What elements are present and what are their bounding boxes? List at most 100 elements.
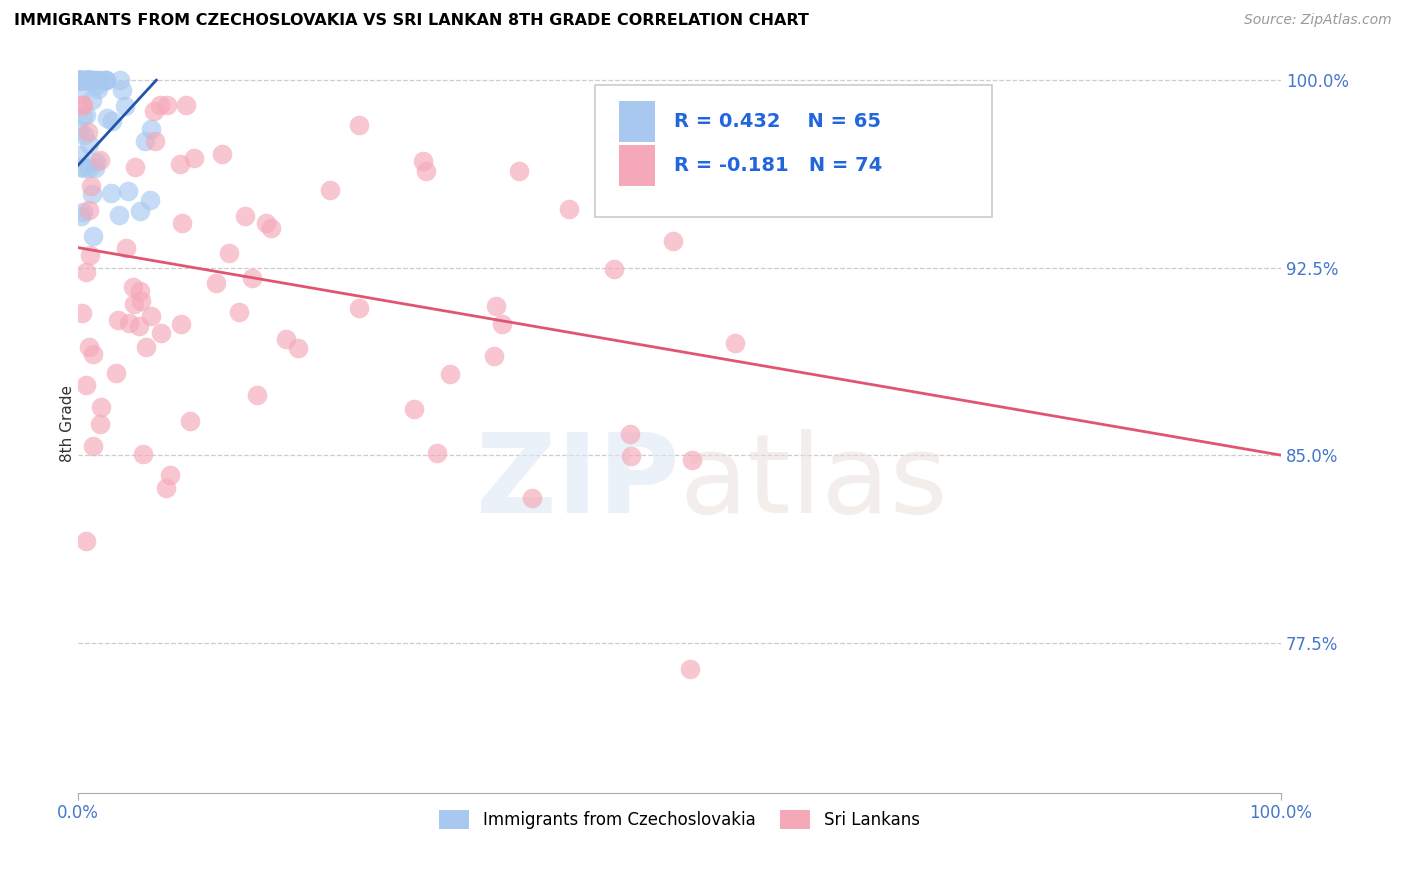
Point	[128, 284, 150, 298]
Point	[603, 262, 626, 277]
Point	[155, 481, 177, 495]
Point	[77, 73, 100, 87]
Point	[82, 93, 104, 107]
Point	[80, 73, 103, 87]
Point	[67, 73, 90, 87]
Point	[174, 98, 197, 112]
Point	[76, 73, 98, 87]
Point	[72, 73, 94, 87]
Point	[70, 73, 93, 87]
Point	[75, 73, 97, 87]
Point	[96, 73, 118, 87]
Point	[287, 341, 309, 355]
Point	[218, 246, 240, 260]
Point	[86, 78, 108, 92]
Point	[72, 98, 94, 112]
Point	[110, 73, 132, 87]
Point	[73, 128, 96, 142]
Point	[77, 137, 100, 152]
Point	[149, 326, 172, 340]
Point	[69, 73, 91, 87]
Point	[426, 445, 449, 459]
Point	[84, 73, 107, 87]
Point	[75, 377, 97, 392]
Point	[402, 401, 425, 416]
Point	[75, 108, 97, 122]
Point	[67, 73, 90, 87]
Text: Source: ZipAtlas.com: Source: ZipAtlas.com	[1244, 13, 1392, 28]
Point	[347, 118, 370, 132]
Y-axis label: 8th Grade: 8th Grade	[59, 385, 75, 462]
Point	[522, 491, 544, 505]
FancyBboxPatch shape	[595, 85, 993, 218]
Point	[485, 299, 508, 313]
Point	[118, 316, 141, 330]
Point	[84, 154, 107, 169]
Point	[143, 104, 166, 119]
Point	[72, 205, 94, 219]
Point	[172, 217, 194, 231]
Point	[70, 98, 93, 112]
Point	[82, 229, 104, 244]
Point	[89, 73, 111, 87]
Point	[77, 125, 100, 139]
Point	[67, 73, 90, 87]
Point	[347, 301, 370, 315]
Point	[132, 447, 155, 461]
Point	[415, 163, 437, 178]
Point	[75, 534, 97, 549]
Text: atlas: atlas	[679, 429, 948, 536]
Point	[159, 467, 181, 482]
Point	[84, 161, 107, 175]
Point	[204, 276, 226, 290]
Point	[228, 304, 250, 318]
Point	[79, 73, 101, 87]
Point	[90, 400, 112, 414]
Point	[77, 341, 100, 355]
Point	[69, 88, 91, 103]
Point	[70, 306, 93, 320]
Point	[124, 160, 146, 174]
Point	[69, 209, 91, 223]
Point	[67, 73, 90, 87]
FancyBboxPatch shape	[620, 145, 655, 186]
Point	[274, 332, 297, 346]
Point	[619, 427, 641, 442]
Point	[319, 183, 342, 197]
Point	[89, 153, 111, 167]
Point	[67, 123, 90, 137]
Point	[82, 439, 104, 453]
Point	[254, 216, 277, 230]
Point	[79, 73, 101, 87]
Point	[75, 73, 97, 87]
Point	[134, 134, 156, 148]
Point	[76, 73, 98, 87]
Point	[128, 203, 150, 218]
Point	[139, 194, 162, 208]
Point	[233, 209, 256, 223]
Point	[135, 340, 157, 354]
Point	[124, 297, 146, 311]
Point	[620, 449, 643, 463]
Point	[139, 309, 162, 323]
Point	[723, 335, 745, 350]
Point	[77, 73, 100, 87]
Point	[96, 73, 118, 87]
Point	[69, 160, 91, 174]
Point	[72, 109, 94, 123]
Point	[143, 134, 166, 148]
Point	[508, 164, 530, 178]
Point	[86, 82, 108, 96]
Point	[76, 73, 98, 87]
Point	[79, 248, 101, 262]
Point	[80, 73, 103, 87]
Point	[72, 73, 94, 87]
Point	[139, 122, 162, 136]
Point	[211, 147, 233, 161]
Point	[170, 317, 193, 331]
Point	[128, 318, 150, 333]
Point	[246, 387, 269, 401]
Point	[169, 157, 191, 171]
Point	[240, 271, 263, 285]
Point	[681, 453, 703, 467]
